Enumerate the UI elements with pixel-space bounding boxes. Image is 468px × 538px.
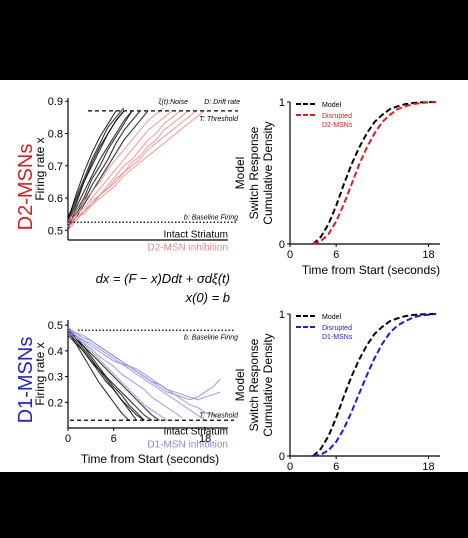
legend-label-disrupted: Disrupted (322, 113, 352, 120)
row-label-d2: D2-MSNs (15, 144, 37, 231)
x-tick-label: 6 (333, 249, 339, 261)
legend-disrupted: D2-MSN inhibition (147, 242, 228, 253)
figure-canvas: D2-MSNs D1-MSNs dx = (F − x)Ddt + σdξ(t)… (15, 96, 440, 489)
y-tick-label: 1 (279, 97, 285, 109)
trace-line (67, 327, 145, 421)
x-tick-label: 0 (65, 433, 71, 445)
drift-annotation: D: Drift rate (204, 99, 240, 106)
y-tick-label: 0.9 (48, 96, 63, 108)
trace-line (67, 330, 130, 421)
legend-label-disrupted: D1-MSNs (322, 334, 353, 341)
equation-line-2: x(0) = b (185, 290, 230, 305)
threshold-label: T: Threshold (199, 412, 239, 419)
x-tick-label: 0 (287, 249, 293, 261)
equation-line-1: dx = (F − x)Ddt + σdξ(t) (96, 271, 230, 286)
y-axis-label: Model (233, 369, 247, 402)
noise-annotation: ξ(t):Noise (158, 99, 188, 106)
x-axis-label: Time from Start (seconds) (81, 452, 219, 466)
x-tick-label: 6 (111, 433, 117, 445)
baseline-label: b: Baseline Firing (184, 334, 238, 341)
trace-line (67, 110, 117, 221)
trace-line (67, 335, 153, 421)
legend-label-disrupted: Disrupted (322, 325, 352, 332)
chart-d2-traces: 0.5 0.6 0.7 0.8 0.9 Firing rate x T: Threshold… (33, 96, 240, 253)
cdf-line (312, 313, 437, 457)
y-axis-label: Cumulative Density (261, 121, 275, 224)
y-axis-label: Model (233, 157, 247, 190)
trace-line (67, 110, 133, 231)
x-tick-label: 18 (422, 461, 434, 472)
trace-line (67, 110, 141, 225)
y-axis-label: Switch Response (247, 338, 261, 431)
y-axis-label: Firing rate x (33, 137, 47, 200)
y-axis-label: Cumulative Density (261, 333, 275, 436)
trace-line (67, 110, 125, 221)
trace-line (67, 107, 165, 221)
legend-label-disrupted: D2-MSNs (322, 122, 353, 129)
cdf-line (312, 313, 437, 457)
trace-line (67, 110, 173, 225)
threshold-label: T: Threshold (199, 116, 239, 123)
legend-disrupted: D1-MSN inhibition (147, 439, 228, 450)
y-tick-label: 1 (279, 309, 285, 321)
baseline-label: b: Baseline Firing (184, 214, 238, 221)
y-tick-label: 0.2 (48, 397, 63, 409)
x-axis-label: Time from Start (seconds) (302, 263, 440, 277)
row-label-d1: D1-MSNs (15, 337, 37, 424)
trace-line (67, 110, 133, 228)
figure-panel: D2-MSNs D1-MSNs dx = (F − x)Ddt + σdξ(t)… (0, 80, 468, 489)
legend-intact: Intact Striatum (164, 229, 228, 240)
x-tick-label: 18 (199, 433, 211, 445)
trace-line (67, 332, 206, 421)
x-tick-label: 18 (422, 249, 434, 261)
legend-label-model: Model (322, 314, 342, 321)
trace-line (67, 110, 149, 228)
y-tick-label: 0 (279, 239, 285, 251)
x-tick-label: 0 (287, 461, 293, 472)
trace-line (67, 332, 183, 419)
trace-line (67, 327, 138, 421)
y-axis-label: Firing rate x (33, 342, 47, 405)
y-tick-label: 0.7 (48, 161, 63, 173)
cdf-line (312, 101, 437, 245)
trace-line (67, 327, 168, 421)
trace-line (67, 110, 197, 228)
chart-d1-traces: 0.2 0.3 0.4 0.5 0 6 18 Firing rate x Time from S… (33, 320, 239, 466)
x-tick-label: 6 (333, 461, 339, 472)
legend-intact: Intact Striatum (164, 426, 228, 437)
y-tick-label: 0.5 (48, 320, 63, 332)
y-tick-label: 0.5 (48, 225, 63, 237)
y-axis-label: Switch Response (247, 126, 261, 219)
y-tick-label: 0.4 (48, 346, 63, 358)
trace-line (67, 329, 221, 401)
trace-line (67, 332, 145, 421)
y-tick-label: 0.8 (48, 129, 63, 141)
y-tick-label: 0.6 (48, 193, 63, 205)
y-tick-label: 0 (279, 451, 285, 463)
trace-line (67, 107, 125, 218)
legend-label-model: Model (322, 102, 342, 109)
trace-line (67, 110, 181, 231)
y-tick-label: 0.3 (48, 372, 63, 384)
